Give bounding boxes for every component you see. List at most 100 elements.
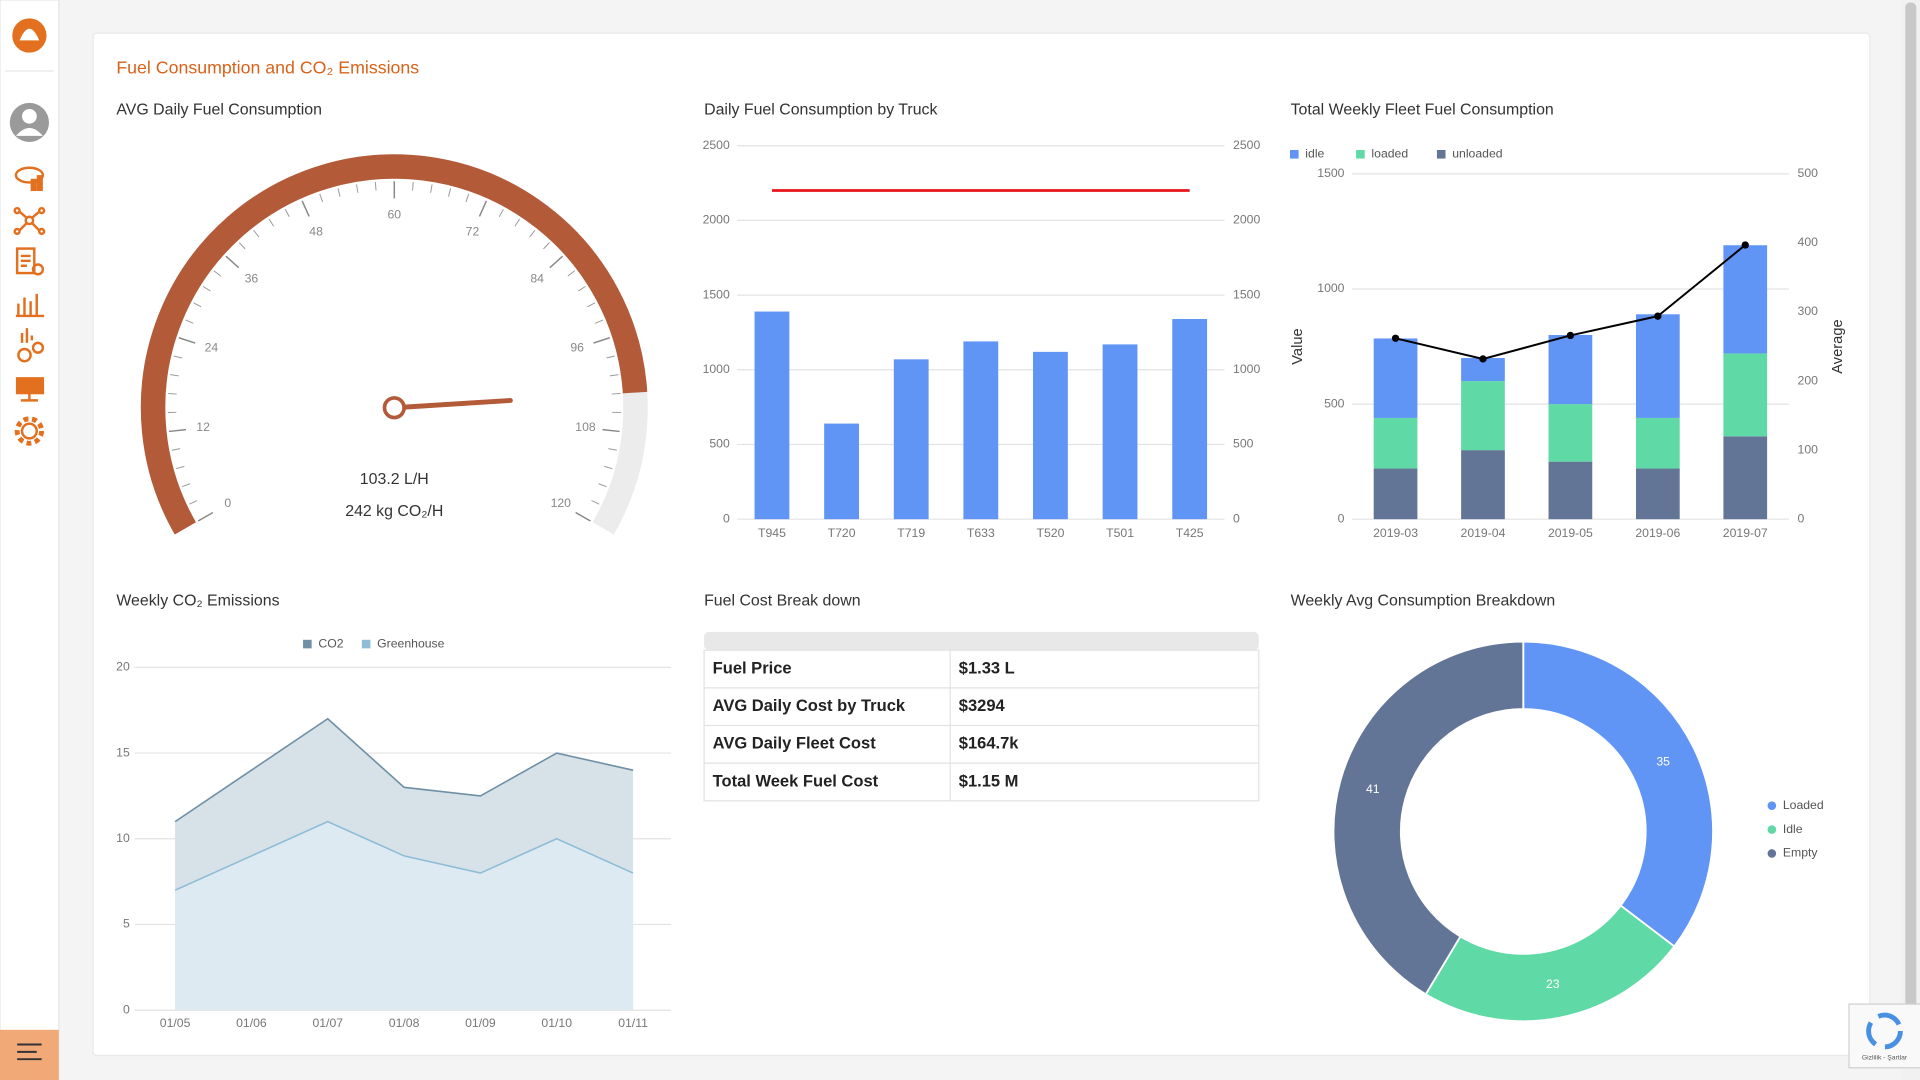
gauge-tick-label: 24 xyxy=(205,341,219,355)
bar xyxy=(1033,351,1068,520)
minor-tick xyxy=(238,242,246,250)
minor-tick xyxy=(171,448,181,451)
legend-swatch xyxy=(1436,150,1446,159)
logo-mark xyxy=(19,28,40,41)
nav-icons xyxy=(13,166,46,446)
minor-tick xyxy=(284,209,290,217)
minor-tick xyxy=(374,181,377,191)
area-line xyxy=(174,717,634,823)
line-marker xyxy=(1479,355,1487,363)
gauge-needle xyxy=(391,397,513,411)
gauge-tick xyxy=(197,511,214,522)
panel-title: Weekly CO₂ Emissions xyxy=(116,592,279,609)
nav-icon[interactable] xyxy=(13,206,46,236)
gauge-subtitle: 242 kg CO₂/H xyxy=(345,503,443,520)
minor-tick xyxy=(168,393,177,395)
x-tick-label: T633 xyxy=(967,526,995,540)
gauge-tick-label: 108 xyxy=(575,420,596,434)
y-tick-label: 500 xyxy=(1324,396,1345,410)
recaptcha-text: Gizlilik - Şartlar xyxy=(1862,1055,1908,1062)
y-tick-label: 2000 xyxy=(703,213,730,227)
nav-icon[interactable] xyxy=(15,293,45,318)
avatar-body xyxy=(15,127,43,136)
legend-swatch xyxy=(1356,150,1365,159)
minor-tick xyxy=(498,209,504,217)
minor-tick xyxy=(173,355,183,359)
gauge-tick xyxy=(168,428,187,433)
bar xyxy=(1373,468,1418,520)
gauge-tick-label: 0 xyxy=(224,496,231,510)
minor-tick xyxy=(578,285,586,292)
minor-tick xyxy=(587,302,596,308)
line-marker xyxy=(1741,241,1749,249)
menu-button[interactable] xyxy=(0,1029,59,1080)
y-tick-label: 1000 xyxy=(703,362,730,376)
gauge-tick-label: 72 xyxy=(466,224,480,238)
nav-icon[interactable] xyxy=(15,377,45,402)
gauge-tick-label: 48 xyxy=(309,224,323,238)
nav-icon[interactable] xyxy=(14,166,45,192)
minor-tick xyxy=(213,270,221,277)
x-tick-label: 2019-06 xyxy=(1635,526,1680,540)
bar xyxy=(754,311,790,520)
y2-tick-label: 2500 xyxy=(1233,138,1260,152)
line-marker xyxy=(1391,334,1400,342)
minor-tick xyxy=(604,465,613,470)
y2-tick-label: 1000 xyxy=(1233,362,1260,376)
y2-tick-label: 200 xyxy=(1798,373,1819,387)
gauge-tick xyxy=(602,428,620,433)
table-cell: AVG Daily Fleet Cost xyxy=(713,734,877,753)
bar xyxy=(1548,461,1593,520)
scroll-thumb[interactable] xyxy=(1905,2,1917,1017)
minor-tick xyxy=(567,270,576,277)
line-marker xyxy=(1654,312,1662,320)
legend-label: Idle xyxy=(1783,822,1803,836)
gauge-tick xyxy=(178,337,196,344)
nav-icon[interactable] xyxy=(14,416,45,446)
x-tick-label: 01/07 xyxy=(312,1016,343,1030)
minor-tick xyxy=(598,483,607,488)
legend-label: loaded xyxy=(1371,147,1408,161)
x-tick-label: 2019-07 xyxy=(1723,526,1768,540)
y-tick-label: 5 xyxy=(123,917,130,931)
minor-tick xyxy=(268,218,275,227)
y-tick-label: 1000 xyxy=(1317,281,1344,295)
gauge-tick xyxy=(478,200,488,217)
x-tick-label: T501 xyxy=(1106,526,1134,540)
nav-icon[interactable] xyxy=(17,328,45,363)
area-line xyxy=(174,820,634,891)
table-cell: $164.7k xyxy=(959,734,1020,753)
legend-label: Greenhouse xyxy=(377,636,445,650)
panel-title: Total Weekly Fleet Fuel Consumption xyxy=(1291,101,1554,118)
bar xyxy=(1373,338,1418,418)
x-tick-label: 01/06 xyxy=(236,1016,267,1030)
bar xyxy=(1373,417,1418,469)
gauge-tick xyxy=(301,200,310,217)
y2-tick-label: 0 xyxy=(1233,511,1240,525)
panel-title: Weekly Avg Consumption Breakdown xyxy=(1291,592,1556,609)
nav-icon[interactable] xyxy=(15,247,45,276)
panel-title: AVG Daily Fuel Consumption xyxy=(116,101,322,118)
gauge-tick-label: 96 xyxy=(570,341,584,355)
x-tick-label: 2019-05 xyxy=(1548,526,1593,540)
sidebar xyxy=(0,0,60,1080)
gauge-hub xyxy=(382,396,406,420)
x-tick-label: 01/11 xyxy=(618,1016,648,1030)
gauge-tick-label: 120 xyxy=(551,496,572,510)
minor-tick xyxy=(595,319,604,324)
bar xyxy=(1548,335,1593,405)
bar xyxy=(1102,344,1138,520)
y-tick-label: 500 xyxy=(709,437,730,451)
bar xyxy=(963,341,999,520)
bar xyxy=(824,423,859,520)
gauge-tick-label: 84 xyxy=(530,271,544,285)
panel-title: Daily Fuel Consumption by Truck xyxy=(704,101,937,118)
legend-label: Loaded xyxy=(1783,798,1824,812)
x-tick-label: 2019-04 xyxy=(1461,526,1506,540)
minor-tick xyxy=(181,483,191,488)
table-cell: $3294 xyxy=(959,696,1006,715)
y2-tick-label: 2000 xyxy=(1233,213,1260,227)
minor-tick xyxy=(170,374,179,377)
y-tick-label: 0 xyxy=(723,511,730,525)
